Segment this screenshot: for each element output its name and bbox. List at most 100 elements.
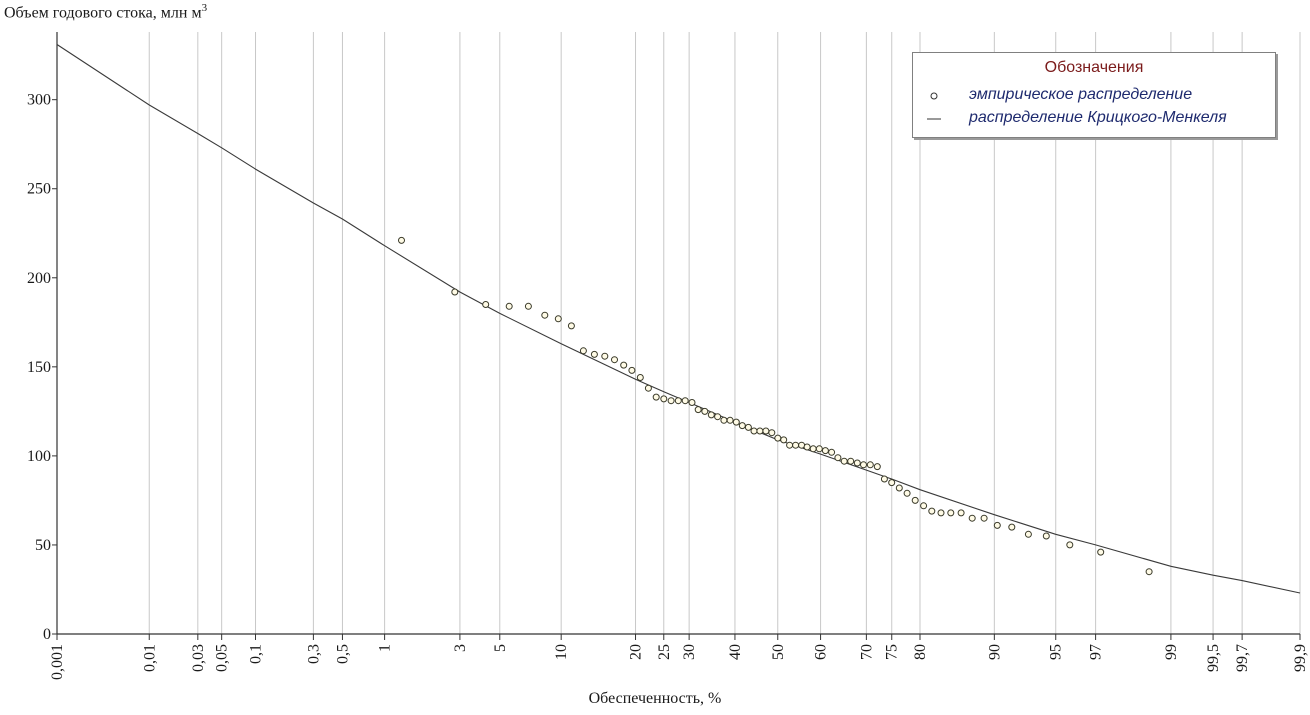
data-point-empirical	[756, 427, 764, 435]
data-point-empirical	[660, 395, 668, 403]
data-point-empirical	[714, 413, 722, 421]
y-axis-title-text: Объем годового стока, млн м	[4, 4, 202, 22]
legend: Обозначения эмпирическое распределение р…	[912, 52, 1276, 138]
data-point-empirical	[398, 236, 405, 244]
data-point-empirical	[620, 361, 628, 369]
x-tick-label: 0,05	[214, 644, 231, 672]
x-tick-label: 70	[858, 644, 875, 660]
data-point-empirical	[694, 406, 702, 414]
data-point-empirical	[957, 509, 965, 517]
y-tick-label: 100	[27, 448, 51, 465]
x-tick-label: 0,3	[305, 644, 322, 664]
data-point-empirical	[720, 416, 728, 424]
data-point-empirical	[888, 479, 896, 487]
y-tick-label: 50	[35, 537, 51, 554]
data-point-empirical	[579, 347, 587, 355]
x-tick-label: 60	[813, 644, 830, 660]
data-point-empirical	[1024, 530, 1032, 538]
data-point-empirical	[601, 352, 609, 360]
data-point-empirical	[809, 445, 817, 453]
data-point-empirical	[821, 447, 829, 455]
data-point-empirical	[792, 441, 800, 449]
legend-entry-empirical: эмпирическое распределение	[913, 85, 1275, 107]
data-point-empirical	[786, 441, 794, 449]
x-tick-label: 5	[492, 644, 509, 652]
legend-label-empirical: эмпирическое распределение	[969, 86, 1193, 103]
x-tick-label: 80	[912, 644, 929, 660]
x-tick-label: 99,5	[1205, 644, 1222, 672]
data-point-empirical	[667, 397, 675, 405]
legend-line-icon	[927, 118, 941, 120]
y-tick-label: 150	[27, 359, 51, 376]
x-tick-label: 0,5	[334, 644, 351, 664]
x-tick-label: 10	[553, 644, 570, 660]
data-point-empirical	[1066, 541, 1074, 549]
data-point-empirical	[567, 322, 575, 330]
x-tick-label: 90	[986, 644, 1003, 660]
data-point-empirical	[895, 484, 903, 492]
data-point-empirical	[1008, 523, 1016, 531]
x-axis-title: Обеспеченность, %	[588, 690, 722, 707]
legend-title: Обозначения	[1044, 59, 1144, 76]
data-point-empirical	[993, 521, 1001, 529]
data-point-empirical	[947, 509, 955, 517]
x-tick-label: 50	[770, 644, 787, 660]
data-point-empirical	[732, 418, 740, 426]
x-tick-label: 20	[628, 644, 645, 660]
data-point-empirical	[968, 514, 976, 522]
data-point-empirical	[780, 436, 788, 444]
data-point-empirical	[1097, 548, 1105, 556]
data-point-empirical	[768, 429, 776, 437]
x-tick-label: 25	[656, 644, 673, 660]
data-point-empirical	[834, 454, 842, 462]
x-tick-label: 99	[1163, 644, 1180, 660]
x-tick-label: 75	[884, 644, 901, 660]
data-point-empirical	[701, 407, 709, 415]
data-point-empirical	[674, 397, 682, 405]
data-point-empirical	[505, 302, 513, 310]
data-point-empirical	[644, 384, 652, 392]
data-point-empirical	[726, 416, 734, 424]
data-point-empirical	[482, 301, 490, 308]
x-tick-label: 0,01	[141, 644, 158, 672]
data-point-empirical	[920, 502, 928, 510]
x-tick-label: 3	[452, 644, 469, 652]
x-tick-label: 0,03	[190, 644, 207, 672]
x-tick-label: 1	[377, 644, 394, 652]
data-point-empirical	[928, 507, 936, 515]
x-tick-label: 30	[681, 644, 698, 660]
x-tick-label: 0,1	[248, 644, 265, 664]
data-point-empirical	[738, 422, 746, 430]
y-tick-label: 300	[27, 92, 51, 109]
x-tick-label: 0,001	[49, 644, 66, 680]
data-point-empirical	[451, 288, 459, 296]
x-tick-label: 99,7	[1234, 644, 1251, 672]
data-point-empirical	[744, 423, 752, 431]
data-point-empirical	[774, 434, 782, 442]
data-point-empirical	[980, 514, 988, 522]
legend-marker-circle-icon	[930, 92, 938, 100]
data-point-empirical	[803, 443, 811, 451]
data-point-empirical	[860, 461, 867, 469]
data-point-empirical	[828, 448, 836, 456]
data-point-empirical	[681, 397, 689, 405]
data-point-empirical	[1145, 568, 1153, 576]
data-point-empirical	[866, 461, 874, 469]
data-point-empirical	[636, 374, 644, 381]
y-tick-label: 250	[27, 181, 51, 198]
data-point-empirical	[652, 393, 660, 401]
data-point-empirical	[762, 427, 770, 435]
data-point-empirical	[628, 366, 636, 374]
data-point-empirical	[815, 445, 823, 453]
data-point-empirical	[911, 496, 919, 504]
data-point-empirical	[937, 509, 945, 517]
x-tick-label: 40	[727, 644, 744, 660]
data-point-empirical	[873, 463, 881, 471]
data-point-empirical	[1042, 532, 1050, 540]
y-axis-title: Объем годового стока, млн м3	[4, 2, 207, 22]
x-tick-label: 99,9	[1292, 644, 1309, 672]
data-point-empirical	[707, 411, 715, 419]
y-tick-label: 200	[27, 270, 51, 287]
x-tick-label: 97	[1088, 644, 1105, 660]
